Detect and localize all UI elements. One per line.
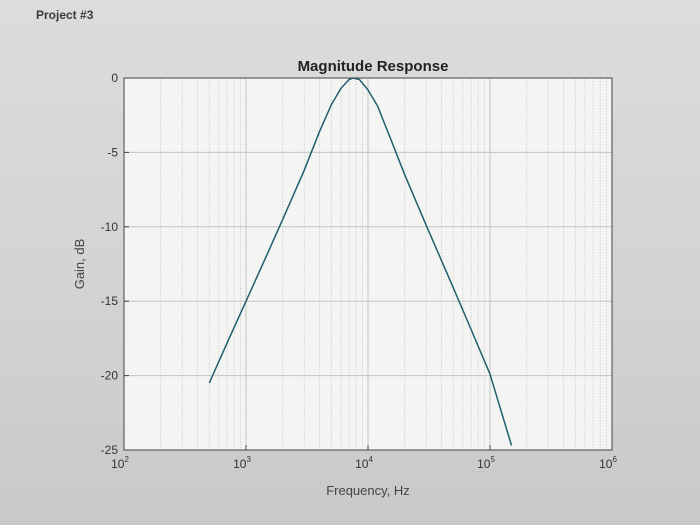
y-tick-label: -25 — [101, 443, 119, 457]
y-tick-label: -15 — [101, 294, 119, 308]
chart-title: Magnitude Response — [298, 58, 449, 75]
x-axis-ticks: 102 103 104 105 106 — [111, 445, 617, 471]
x-tick-label: 106 — [599, 455, 617, 471]
project-label: Project #3 — [36, 8, 94, 22]
x-tick-label: 104 — [355, 455, 373, 471]
y-tick-label: 0 — [111, 71, 118, 85]
x-tick-label: 102 — [111, 455, 129, 471]
y-axis-label: Gain, dB — [72, 239, 87, 290]
x-tick-label: 103 — [233, 455, 251, 471]
x-tick-label: 105 — [477, 455, 495, 471]
y-axis-ticks: 0 -5 -10 -15 -20 -25 — [101, 71, 129, 457]
y-tick-label: -10 — [101, 220, 119, 234]
minor-grid — [160, 78, 607, 450]
x-axis-label: Frequency, Hz — [326, 483, 410, 498]
y-tick-label: -20 — [101, 369, 119, 383]
y-tick-label: -5 — [107, 145, 118, 159]
